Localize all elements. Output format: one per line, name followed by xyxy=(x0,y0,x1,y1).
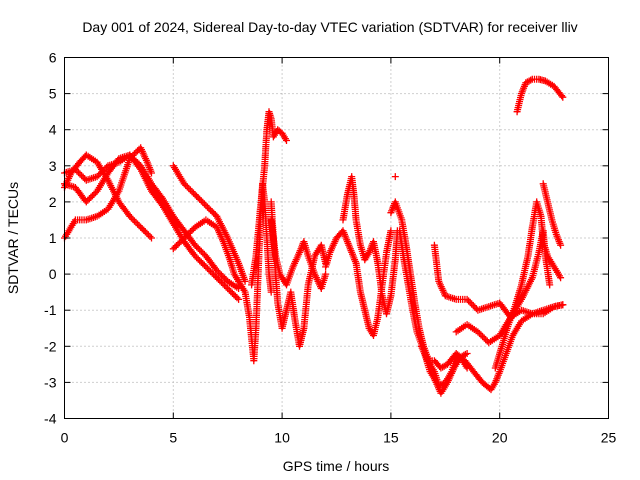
series-arc-10 xyxy=(267,216,330,292)
y-tick-label: 3 xyxy=(49,158,57,174)
plus-markers xyxy=(267,216,330,292)
plus-markers xyxy=(339,173,401,318)
plus-markers xyxy=(248,108,290,289)
plus-markers xyxy=(452,227,554,347)
y-tick-label: 0 xyxy=(49,266,57,282)
x-tick-label: 5 xyxy=(169,430,177,446)
x-tick-label: 20 xyxy=(492,430,508,446)
y-tick-label: -3 xyxy=(44,374,57,390)
y-tick-label: -4 xyxy=(44,411,57,427)
plus-markers xyxy=(391,173,399,181)
plus-markers xyxy=(430,241,567,321)
y-tick-label: 5 xyxy=(49,86,57,102)
y-axis-title: SDTVAR / TECUs xyxy=(5,182,21,294)
x-tick-label: 0 xyxy=(61,430,69,446)
series-arc-5 xyxy=(169,216,243,285)
x-tick-label: 15 xyxy=(383,430,399,446)
y-tick-label: -1 xyxy=(44,302,57,318)
series-isolated-1 xyxy=(391,173,399,181)
plus-markers xyxy=(513,75,567,116)
x-tick-label: 10 xyxy=(274,430,290,446)
series-arc-18 xyxy=(491,198,565,372)
y-tick-labels: -4 -3 -2 -1 0 1 2 3 4 5 6 xyxy=(44,50,57,427)
series-arc-16 xyxy=(430,241,567,321)
y-tick-label: -2 xyxy=(44,338,57,354)
plus-markers xyxy=(539,180,565,249)
series-arc-19 xyxy=(539,180,565,249)
y-tick-label: 2 xyxy=(49,194,57,210)
series-arc-17 xyxy=(452,227,554,347)
y-tick-label: 1 xyxy=(49,230,57,246)
series-arc-20 xyxy=(513,75,567,116)
x-tick-labels: 0 5 10 15 20 25 xyxy=(61,430,617,446)
y-tick-label: 6 xyxy=(49,50,57,66)
axis-ticks xyxy=(64,57,609,419)
x-tick-label: 25 xyxy=(601,430,617,446)
chart-title: Day 001 of 2024, Sidereal Day-to-day VTE… xyxy=(82,19,577,35)
plus-markers xyxy=(169,162,249,285)
data-series xyxy=(61,75,567,397)
x-axis-title: GPS time / hours xyxy=(283,458,390,474)
series-arc-8 xyxy=(248,108,290,289)
series-arc-6 xyxy=(169,162,249,285)
plus-markers xyxy=(169,216,243,285)
y-tick-label: 4 xyxy=(49,122,57,138)
series-arc-12 xyxy=(339,173,401,318)
plus-markers xyxy=(491,198,565,372)
